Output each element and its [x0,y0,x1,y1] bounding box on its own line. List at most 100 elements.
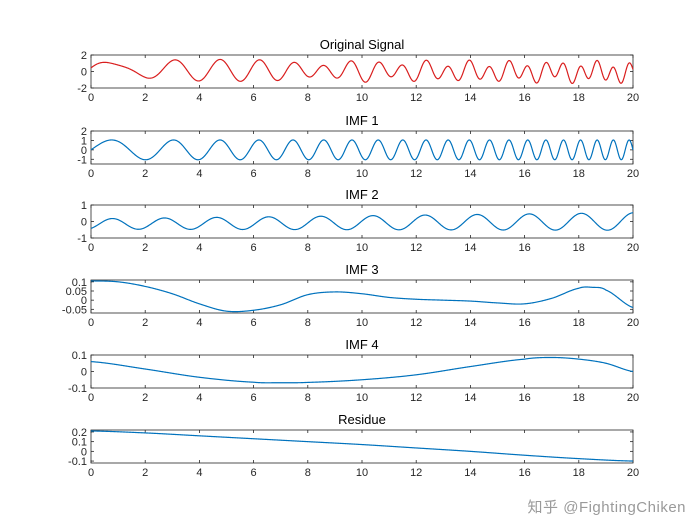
y-tick-label: 0 [81,145,87,157]
x-tick-label: 18 [573,242,585,254]
x-tick-label: 8 [305,242,311,254]
x-tick-label: 8 [305,317,311,329]
y-tick-label: 0.1 [72,437,87,449]
watermark: 知乎 @FightingChiken [527,499,686,516]
x-tick-label: 8 [305,392,311,404]
x-tick-label: 8 [305,168,311,180]
x-tick-label: 14 [464,467,476,479]
y-tick-label: 2 [81,126,87,138]
subplot-title: Original Signal [320,37,405,52]
x-tick-label: 4 [196,92,202,104]
x-tick-label: 20 [627,392,639,404]
x-tick-label: 4 [196,467,202,479]
series-line-imf-2 [90,212,634,231]
x-tick-label: 2 [142,392,148,404]
x-tick-label: 14 [464,392,476,404]
series-line-original-signal [90,58,634,85]
x-tick-label: 6 [251,392,257,404]
x-tick-label: 20 [627,168,639,180]
x-tick-label: 6 [251,317,257,329]
y-tick-label: 0.1 [72,277,87,289]
y-tick-label: 0 [81,217,87,229]
x-tick-label: 20 [627,92,639,104]
y-tick-label: 1 [81,135,87,147]
y-tick-label: -0.1 [68,456,87,468]
x-tick-label: 14 [464,168,476,180]
x-tick-label: 12 [410,467,422,479]
y-tick-label: 0.1 [72,350,87,362]
y-tick-label: -2 [77,83,87,95]
series-line-imf-4 [90,356,634,384]
subplot-4: IMF 30 2 4 6 8 10 12 14 16 18 200.10.050-0.05 [62,262,639,329]
x-tick-label: 20 [627,317,639,329]
x-tick-label: 4 [196,242,202,254]
x-tick-label: 2 [142,92,148,104]
x-tick-label: 8 [305,467,311,479]
y-tick-label: 2 [81,50,87,62]
axes-box [90,54,634,89]
y-tick-label: -0.1 [68,383,87,395]
x-tick-label: 18 [573,317,585,329]
x-tick-label: 16 [518,392,530,404]
y-tick-label: 0 [81,67,87,79]
x-tick-label: 10 [356,317,368,329]
x-tick-label: 6 [251,92,257,104]
x-tick-label: 4 [196,317,202,329]
x-tick-label: 10 [356,242,368,254]
x-tick-label: 6 [251,242,257,254]
series-line-imf-3 [90,280,634,313]
axes-box [90,130,634,165]
series-line-imf-1 [90,139,634,161]
y-tick-label: -1 [77,233,87,245]
subplot-title: IMF 2 [345,187,378,202]
series-line-residue [90,430,634,462]
axes-box [90,354,634,389]
x-tick-label: 14 [464,317,476,329]
x-tick-label: 18 [573,92,585,104]
y-tick-label: 0 [81,367,87,379]
x-tick-label: 20 [627,242,639,254]
x-tick-label: 20 [627,467,639,479]
x-tick-label: 0 [88,392,94,404]
x-tick-label: 0 [88,242,94,254]
x-tick-label: 10 [356,392,368,404]
x-tick-label: 12 [410,168,422,180]
x-tick-label: 16 [518,467,530,479]
x-tick-label: 16 [518,92,530,104]
x-tick-label: 2 [142,242,148,254]
x-tick-label: 12 [410,242,422,254]
y-tick-label: 1 [81,200,87,212]
subplot-title: IMF 3 [345,262,378,277]
x-tick-label: 12 [410,317,422,329]
y-tick-label: 0.2 [72,427,87,439]
x-tick-label: 8 [305,92,311,104]
x-tick-label: 2 [142,317,148,329]
x-tick-label: 18 [573,392,585,404]
x-tick-label: 0 [88,168,94,180]
x-tick-label: 16 [518,242,530,254]
x-tick-label: 12 [410,392,422,404]
x-tick-label: 16 [518,317,530,329]
y-tick-label: 0.05 [66,286,87,298]
x-tick-label: 14 [464,92,476,104]
x-tick-label: 4 [196,392,202,404]
x-tick-label: 0 [88,92,94,104]
subplot-5: IMF 40 2 4 6 8 10 12 14 16 18 200.10-0.1 [68,337,639,404]
x-tick-label: 2 [142,467,148,479]
x-tick-label: 6 [251,168,257,180]
x-tick-label: 18 [573,168,585,180]
x-tick-label: 12 [410,92,422,104]
subplot-title: IMF 4 [345,337,378,352]
y-tick-label: 0 [81,295,87,307]
x-tick-label: 0 [88,467,94,479]
x-tick-label: 10 [356,168,368,180]
x-tick-label: 6 [251,467,257,479]
x-tick-label: 18 [573,467,585,479]
axes-box [90,279,634,314]
x-tick-label: 2 [142,168,148,180]
y-tick-label: -1 [77,154,87,166]
